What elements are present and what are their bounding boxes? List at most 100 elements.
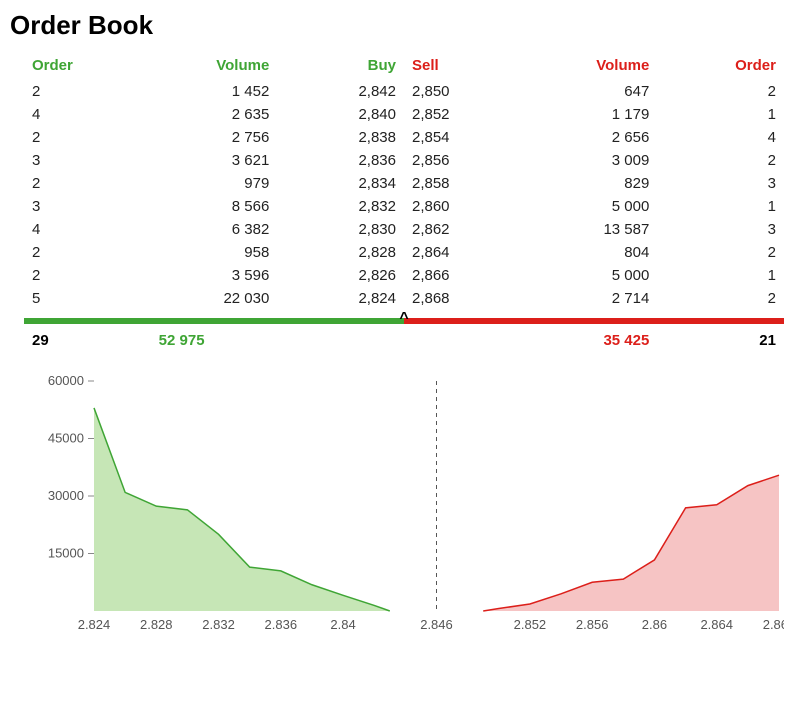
total-sell-orders: 21	[657, 328, 784, 353]
total-sell-volume: 35 425	[531, 328, 658, 353]
buy-price-cell: 2,834	[277, 172, 404, 195]
buy-order-cell: 4	[24, 103, 151, 126]
svg-text:15000: 15000	[48, 546, 84, 561]
sell-volume-cell: 647	[531, 80, 658, 103]
buy-price-cell: 2,838	[277, 126, 404, 149]
svg-text:2.846: 2.846	[420, 617, 453, 632]
buy-volume-cell: 979	[151, 172, 278, 195]
buy-volume-cell: 2 635	[151, 103, 278, 126]
total-buy-orders: 29	[24, 328, 151, 353]
total-buy-volume: 52 975	[151, 328, 278, 353]
svg-text:2.84: 2.84	[330, 617, 355, 632]
buy-price-cell: 2,826	[277, 264, 404, 287]
buy-volume-cell: 1 452	[151, 80, 278, 103]
svg-text:2.828: 2.828	[140, 617, 173, 632]
table-row[interactable]: 29582,8282,8648042	[24, 241, 784, 264]
svg-text:30000: 30000	[48, 488, 84, 503]
buy-order-cell: 3	[24, 195, 151, 218]
buy-price-cell: 2,832	[277, 195, 404, 218]
col-buy-volume: Volume	[151, 53, 278, 80]
sell-price-cell: 2,858	[404, 172, 531, 195]
buy-volume-cell: 8 566	[151, 195, 278, 218]
buy-price-cell: 2,828	[277, 241, 404, 264]
svg-text:2.86: 2.86	[642, 617, 667, 632]
sell-volume-cell: 13 587	[531, 218, 658, 241]
buy-price-cell: 2,830	[277, 218, 404, 241]
buy-price-cell: 2,840	[277, 103, 404, 126]
buy-price-cell: 2,824	[277, 287, 404, 310]
buy-volume-cell: 2 756	[151, 126, 278, 149]
buy-volume-cell: 3 596	[151, 264, 278, 287]
sell-volume-cell: 5 000	[531, 264, 658, 287]
buy-order-cell: 2	[24, 126, 151, 149]
sell-price-cell: 2,862	[404, 218, 531, 241]
sell-price-cell: 2,850	[404, 80, 531, 103]
order-book-table: Order Volume Buy Sell Volume Order 21 45…	[24, 53, 784, 353]
buy-volume-cell: 6 382	[151, 218, 278, 241]
sell-order-cell: 4	[657, 126, 784, 149]
page-title: Order Book	[10, 10, 790, 41]
svg-text:2.836: 2.836	[265, 617, 298, 632]
sell-price-cell: 2,852	[404, 103, 531, 126]
sell-price-cell: 2,860	[404, 195, 531, 218]
sell-volume-cell: 1 179	[531, 103, 658, 126]
sell-volume-cell: 5 000	[531, 195, 658, 218]
buy-bar	[24, 318, 404, 324]
sell-order-cell: 1	[657, 195, 784, 218]
sell-order-cell: 2	[657, 80, 784, 103]
table-row[interactable]: 21 4522,8422,8506472	[24, 80, 784, 103]
table-row[interactable]: 522 0302,8242,8682 7142	[24, 287, 784, 310]
depth-chart: 15000 30000 45000 60000 2.824 2.828 2.832 2.836…	[24, 371, 790, 651]
svg-text:2.832: 2.832	[202, 617, 235, 632]
sell-order-cell: 2	[657, 287, 784, 310]
buy-order-cell: 5	[24, 287, 151, 310]
svg-text:60000: 60000	[48, 373, 84, 388]
sell-order-cell: 1	[657, 103, 784, 126]
sell-price-cell: 2,856	[404, 149, 531, 172]
sell-volume-cell: 829	[531, 172, 658, 195]
sell-volume-cell: 804	[531, 241, 658, 264]
sell-order-cell: 1	[657, 264, 784, 287]
svg-text:45000: 45000	[48, 431, 84, 446]
sell-order-cell: 2	[657, 149, 784, 172]
table-row[interactable]: 33 6212,8362,8563 0092	[24, 149, 784, 172]
buy-price-cell: 2,836	[277, 149, 404, 172]
buy-order-cell: 2	[24, 80, 151, 103]
sell-price-cell: 2,868	[404, 287, 531, 310]
svg-text:2.864: 2.864	[700, 617, 733, 632]
chevron-up-icon[interactable]: ^	[399, 310, 408, 328]
table-row[interactable]: 22 7562,8382,8542 6564	[24, 126, 784, 149]
sell-order-cell: 2	[657, 241, 784, 264]
sell-price-cell: 2,864	[404, 241, 531, 264]
sell-order-cell: 3	[657, 172, 784, 195]
table-row[interactable]: 46 3822,8302,86213 5873	[24, 218, 784, 241]
col-buy-order: Order	[24, 53, 151, 80]
table-row[interactable]: 23 5962,8262,8665 0001	[24, 264, 784, 287]
sell-bar	[404, 318, 784, 324]
buy-order-cell: 2	[24, 241, 151, 264]
sell-volume-cell: 2 656	[531, 126, 658, 149]
buy-volume-cell: 3 621	[151, 149, 278, 172]
col-sell-order: Order	[657, 53, 784, 80]
svg-text:2.868: 2.868	[763, 617, 784, 632]
col-sell-price: Sell	[404, 53, 531, 80]
buy-volume-cell: 22 030	[151, 287, 278, 310]
sell-volume-cell: 2 714	[531, 287, 658, 310]
col-sell-volume: Volume	[531, 53, 658, 80]
buy-order-cell: 2	[24, 264, 151, 287]
table-row[interactable]: 42 6352,8402,8521 1791	[24, 103, 784, 126]
depth-split-bar: ^	[24, 316, 784, 326]
svg-text:2.824: 2.824	[78, 617, 111, 632]
svg-text:2.852: 2.852	[514, 617, 547, 632]
table-row[interactable]: 38 5662,8322,8605 0001	[24, 195, 784, 218]
sell-price-cell: 2,866	[404, 264, 531, 287]
buy-order-cell: 2	[24, 172, 151, 195]
sell-order-cell: 3	[657, 218, 784, 241]
svg-text:2.856: 2.856	[576, 617, 609, 632]
buy-volume-cell: 958	[151, 241, 278, 264]
buy-price-cell: 2,842	[277, 80, 404, 103]
sell-price-cell: 2,854	[404, 126, 531, 149]
buy-order-cell: 4	[24, 218, 151, 241]
table-row[interactable]: 29792,8342,8588293	[24, 172, 784, 195]
sell-volume-cell: 3 009	[531, 149, 658, 172]
